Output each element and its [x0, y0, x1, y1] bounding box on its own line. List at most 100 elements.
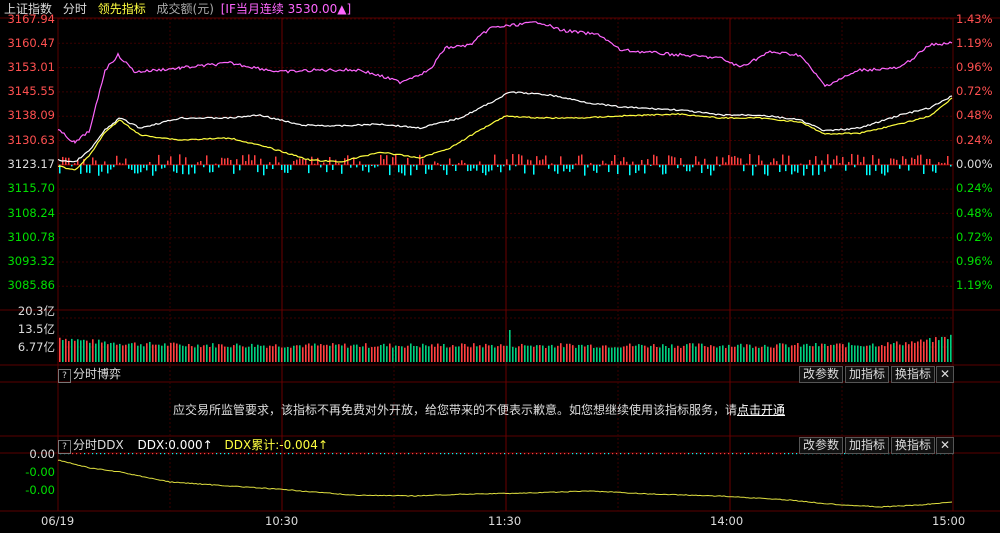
ddx-dot — [756, 453, 758, 455]
diff-bar-down — [719, 164, 721, 167]
volume-bar — [500, 344, 502, 362]
diff-bar-up — [251, 160, 253, 165]
volume-bar — [740, 343, 742, 362]
ddx-dot — [708, 453, 710, 455]
ddx-title: 分时DDX — [73, 438, 124, 452]
ddx-dot — [252, 453, 254, 455]
ddx-dot — [128, 453, 130, 455]
ddx-dot — [92, 453, 94, 455]
ddx-dot — [212, 453, 214, 455]
volume-bar — [623, 346, 625, 362]
volume-bar — [308, 343, 310, 362]
volume-bar — [134, 342, 136, 362]
diff-bar-down — [455, 164, 457, 171]
volume-bar — [119, 343, 121, 362]
diff-bar-up — [260, 158, 262, 165]
diff-bar-down — [401, 164, 403, 174]
price-tick: 3167.94 — [7, 12, 55, 26]
leading-indicator-line — [57, 97, 953, 171]
volume-bar — [284, 347, 286, 362]
diff-bar-down — [785, 164, 787, 172]
volume-bar — [569, 343, 571, 362]
diff-bar-up — [734, 156, 736, 165]
ddx-dot — [436, 453, 438, 455]
ddx-dot — [416, 453, 418, 455]
help-icon[interactable]: ? — [58, 369, 71, 383]
diff-bar-up — [383, 159, 385, 165]
volume-bar — [602, 345, 604, 362]
ddx-dot — [620, 453, 622, 455]
diff-bar-up — [335, 159, 337, 165]
volume-bar — [506, 345, 508, 362]
volume-bar — [800, 346, 802, 362]
diff-bar-up — [836, 155, 838, 165]
diff-bar-up — [725, 162, 727, 165]
add-indicator-button[interactable]: 加指标 — [845, 437, 890, 454]
volume-bar — [512, 346, 514, 362]
diff-bar-down — [446, 164, 448, 175]
volume-bar — [269, 345, 271, 362]
volume-bar — [809, 345, 811, 362]
diff-bar-down — [431, 164, 433, 171]
switch-indicator-button[interactable]: 换指标 — [891, 437, 936, 454]
ddx-dot — [696, 453, 698, 455]
volume-bar — [605, 345, 607, 362]
price-tick: 3123.17 — [7, 157, 55, 171]
diff-bar-down — [365, 164, 367, 167]
volume-bar — [872, 343, 874, 362]
diff-bar-up — [827, 154, 829, 165]
diff-bar-down — [350, 164, 352, 168]
volume-bar — [353, 344, 355, 362]
ddx-dot — [568, 453, 570, 455]
diff-bar-up — [605, 163, 607, 165]
diff-bar-up — [695, 156, 697, 165]
ddx-dot — [96, 453, 98, 455]
close-icon[interactable]: ✕ — [936, 437, 954, 454]
close-icon[interactable]: ✕ — [936, 366, 954, 383]
diff-bar-down — [548, 164, 550, 169]
diff-bar-down — [608, 164, 610, 173]
volume-bar — [494, 347, 496, 362]
diff-bar-down — [593, 164, 595, 171]
add-indicator-button[interactable]: 加指标 — [845, 366, 890, 383]
change-params-button[interactable]: 改参数 — [799, 366, 844, 383]
ddx-dot — [292, 453, 294, 455]
volume-bar — [158, 344, 160, 362]
diff-bar-up — [299, 158, 301, 165]
diff-bar-up — [674, 157, 676, 165]
diff-bar-down — [554, 164, 556, 172]
help-icon[interactable]: ? — [58, 440, 71, 454]
volume-bar — [218, 344, 220, 362]
volume-bar — [155, 344, 157, 362]
change-params-button[interactable]: 改参数 — [799, 437, 844, 454]
leading-indicator-label[interactable]: 领先指标 — [97, 2, 146, 16]
ddx-dot — [268, 453, 270, 455]
fenshi-boyi-pane-header: ? 分时博弈 改参数 加指标 换指标 ✕ — [58, 366, 954, 383]
volume-bar — [281, 347, 283, 362]
switch-indicator-button[interactable]: 换指标 — [891, 366, 936, 383]
diff-bar-up — [920, 154, 922, 165]
volume-bar — [563, 347, 565, 362]
ddx-dot — [676, 453, 678, 455]
volume-bar — [806, 343, 808, 362]
ddx-dot — [172, 453, 174, 455]
volume-bar — [713, 346, 715, 362]
diff-bar-up — [116, 155, 118, 165]
period-label[interactable]: 分时 — [62, 2, 87, 16]
ddx-dot — [368, 453, 370, 455]
ddx-dot — [192, 453, 194, 455]
open-service-link[interactable]: 点击开通 — [737, 403, 786, 417]
diff-bar-down — [482, 164, 484, 173]
diff-bar-up — [623, 157, 625, 165]
volume-bar — [182, 345, 184, 362]
diff-bar-down — [374, 164, 376, 168]
diff-bar-up — [815, 156, 817, 165]
volume-bar — [257, 344, 259, 362]
ddx-dot — [296, 453, 298, 455]
volume-bar — [680, 347, 682, 362]
diff-bar-down — [887, 164, 889, 173]
ddx-dot — [280, 453, 282, 455]
index-name[interactable]: 上证指数 — [4, 2, 53, 16]
percent-tick: 0.48% — [956, 108, 993, 122]
